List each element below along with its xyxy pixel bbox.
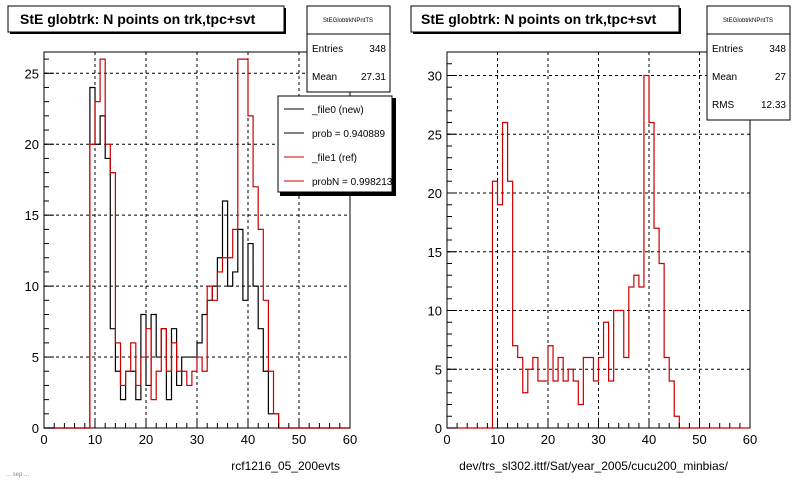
legend-box	[277, 95, 393, 193]
legend-entry-new: _file0 (new)	[311, 105, 364, 116]
y-tick-label: 25	[428, 127, 442, 142]
y-tick-label: 15	[428, 245, 442, 260]
chart-title: StE globtrk: N points on trk,tpc+svt	[421, 11, 657, 27]
stats-label-rms: RMS	[712, 100, 735, 111]
stats-value-mean: 27.31	[361, 72, 386, 83]
y-tick-label: 0	[435, 421, 442, 436]
stats-value-rms: 12.33	[761, 100, 786, 111]
stats-header: StEGlobtrkNPntTS	[723, 18, 773, 24]
chart-title: StE globtrk: N points on trk,tpc+svt	[20, 11, 256, 27]
title-shadow	[284, 8, 286, 34]
x-axis-label: dev/trs_sl302.ittf/Sat/year_2005/cucu200…	[459, 459, 728, 473]
x-tick-label: 20	[139, 432, 153, 447]
title-shadow	[679, 8, 681, 34]
histogram-series-1	[44, 58, 350, 429]
x-tick-label: 40	[241, 432, 255, 447]
histogram-panel-right: 0 10 20 30 40 50 60 0 5 10 15 20 25 30 StE globtrk: N…	[410, 5, 791, 473]
footer-text: ... sep ...	[6, 472, 29, 478]
x-tick-label: 10	[490, 432, 504, 447]
x-tick-label: 0	[443, 432, 450, 447]
y-tick-label: 15	[25, 208, 39, 223]
y-tick-label: 10	[428, 304, 442, 319]
y-tick-label: 5	[435, 362, 442, 377]
y-tick-label: 0	[32, 421, 39, 436]
legend-entry-prob: prob = 0.940889	[312, 129, 386, 140]
stats-label-entries: Entries	[712, 44, 743, 55]
stats-label-entries: Entries	[312, 44, 343, 55]
grid-lines	[447, 52, 750, 428]
title-shadow	[10, 32, 286, 34]
chart-title-box	[7, 5, 285, 33]
axis-ticks: 0 10 20 30 40 50 60 0 5 10 15 20 25	[25, 58, 357, 447]
stats-box	[706, 5, 791, 121]
y-tick-label: 5	[32, 350, 39, 365]
x-tick-label: 30	[190, 432, 204, 447]
x-tick-label: 10	[88, 432, 102, 447]
stats-label-mean: Mean	[712, 72, 737, 83]
x-tick-label: 40	[642, 432, 656, 447]
stats-value-entries: 348	[769, 44, 786, 55]
title-shadow	[413, 32, 681, 34]
x-tick-label: 30	[591, 432, 605, 447]
axis-ticks: 0 10 20 30 40 50 60 0 5 10 15 20 25 30	[428, 51, 757, 447]
stats-value-mean: 27	[775, 72, 787, 83]
x-tick-label: 50	[292, 432, 306, 447]
y-tick-label: 10	[25, 279, 39, 294]
stats-label-mean: Mean	[312, 72, 337, 83]
x-tick-label: 0	[40, 432, 47, 447]
x-tick-label: 60	[343, 432, 357, 447]
x-axis-label: rcf1216_05_200evts	[231, 459, 340, 473]
histogram-panel-left: 0 10 20 30 40 50 60 0 5 10 15 20 25 StE globtrk: N p…	[7, 5, 396, 473]
legend-entry-ref: _file1 (ref)	[311, 153, 357, 164]
stats-value-entries: 348	[369, 44, 386, 55]
stats-header: StEGlobtrkNPntTS	[323, 18, 373, 24]
histogram-series-0	[447, 74, 750, 429]
x-tick-label: 50	[692, 432, 706, 447]
y-tick-label: 20	[428, 186, 442, 201]
series-group	[447, 74, 750, 429]
y-tick-label: 30	[428, 69, 442, 84]
y-tick-label: 25	[25, 66, 39, 81]
y-tick-label: 20	[25, 137, 39, 152]
stats-box	[306, 5, 391, 93]
legend-entry-probN: probN = 0.998213	[312, 177, 393, 188]
series-group	[44, 58, 350, 429]
x-tick-label: 60	[743, 432, 757, 447]
x-tick-label: 20	[541, 432, 555, 447]
